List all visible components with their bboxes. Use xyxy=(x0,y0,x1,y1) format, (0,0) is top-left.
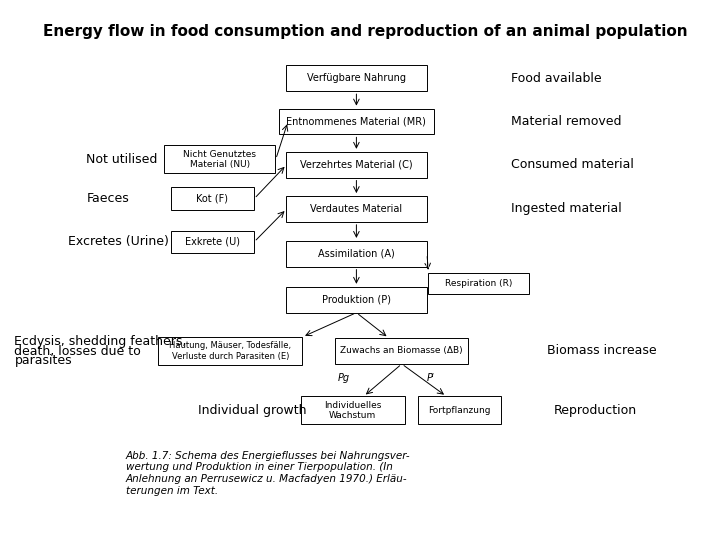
Text: Zuwachs an Biomasse (ΔB): Zuwachs an Biomasse (ΔB) xyxy=(341,347,463,355)
Text: Ecdysis, shedding feathers,: Ecdysis, shedding feathers, xyxy=(14,335,186,348)
Text: Reproduction: Reproduction xyxy=(554,404,636,417)
FancyBboxPatch shape xyxy=(287,196,426,222)
FancyBboxPatch shape xyxy=(287,287,426,313)
FancyBboxPatch shape xyxy=(301,396,405,424)
FancyBboxPatch shape xyxy=(418,396,501,424)
Text: death, losses due to: death, losses due to xyxy=(14,345,141,357)
FancyBboxPatch shape xyxy=(287,241,426,267)
Text: Exkrete (U): Exkrete (U) xyxy=(185,237,240,247)
Text: Biomass increase: Biomass increase xyxy=(547,345,657,357)
Text: Verzehrtes Material (C): Verzehrtes Material (C) xyxy=(300,160,413,170)
FancyBboxPatch shape xyxy=(428,273,529,294)
Text: Verfügbare Nahrung: Verfügbare Nahrung xyxy=(307,73,406,83)
Text: Entnommenes Material (MR): Entnommenes Material (MR) xyxy=(287,117,426,126)
Text: parasites: parasites xyxy=(14,354,72,367)
Text: Kot (F): Kot (F) xyxy=(197,194,228,204)
Text: Abb. 1.7: Schema des Energieflusses bei Nahrungsver-
wertung und Produktion in e: Abb. 1.7: Schema des Energieflusses bei … xyxy=(126,451,410,496)
Text: Individual growth: Individual growth xyxy=(198,404,307,417)
Text: Faeces: Faeces xyxy=(86,192,129,205)
FancyBboxPatch shape xyxy=(287,65,426,91)
Text: Häutung, Mäuser, Todesfälle,
Verluste durch Parasiten (E): Häutung, Mäuser, Todesfälle, Verluste du… xyxy=(169,341,292,361)
Text: Respiration (R): Respiration (R) xyxy=(445,279,513,288)
Text: Verdautes Material: Verdautes Material xyxy=(310,204,402,214)
Text: Pᴵ: Pᴵ xyxy=(427,373,434,383)
FancyBboxPatch shape xyxy=(163,145,275,173)
Text: Excretes (Urine): Excretes (Urine) xyxy=(68,235,169,248)
FancyBboxPatch shape xyxy=(336,338,469,364)
Text: Fortpflanzung: Fortpflanzung xyxy=(428,406,490,415)
Text: Nicht Genutztes
Material (NU): Nicht Genutztes Material (NU) xyxy=(183,150,256,169)
Text: Pg: Pg xyxy=(338,373,350,383)
Text: Energy flow in food consumption and reproduction of an animal population: Energy flow in food consumption and repr… xyxy=(43,24,688,39)
Text: Assimilation (A): Assimilation (A) xyxy=(318,249,395,259)
FancyBboxPatch shape xyxy=(287,152,426,178)
Text: Food available: Food available xyxy=(511,72,602,85)
FancyBboxPatch shape xyxy=(171,231,253,253)
FancyBboxPatch shape xyxy=(279,109,433,134)
Text: Consumed material: Consumed material xyxy=(511,158,634,171)
Text: Ingested material: Ingested material xyxy=(511,202,622,215)
FancyBboxPatch shape xyxy=(171,187,253,210)
FancyBboxPatch shape xyxy=(158,337,302,365)
Text: Individuelles
Wachstum: Individuelles Wachstum xyxy=(324,401,382,420)
Text: Produktion (P): Produktion (P) xyxy=(322,295,391,305)
Text: Material removed: Material removed xyxy=(511,115,621,128)
Text: Not utilised: Not utilised xyxy=(86,153,158,166)
